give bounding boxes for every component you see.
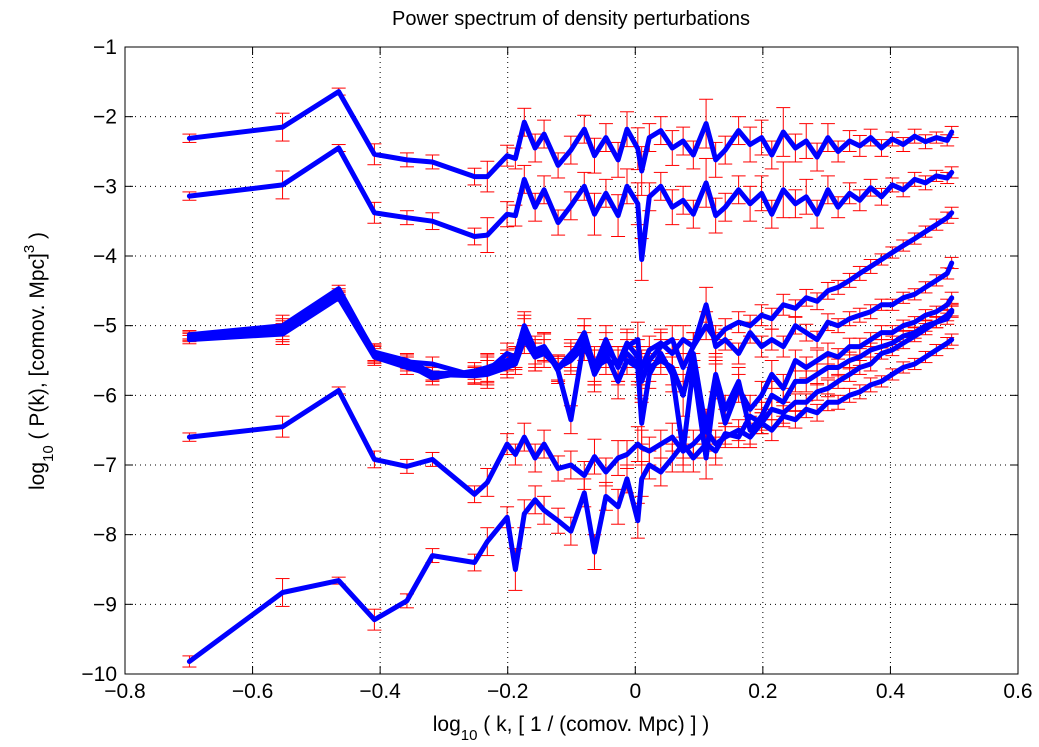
chart-title: Power spectrum of density perturbations <box>392 8 750 30</box>
y-tick-label: −9 <box>93 593 117 616</box>
x-tick-label: −0.2 <box>487 680 528 703</box>
y-tick-label: −5 <box>93 315 117 338</box>
y-tick-label: −4 <box>93 245 117 268</box>
x-tick-label: 0.6 <box>1003 680 1032 703</box>
series-line <box>186 260 955 384</box>
y-axis-label-mid: ( P(k), [comov. Mpc] <box>26 253 49 445</box>
y-tick-label: −1 <box>93 36 117 59</box>
x-tick-label: −0.4 <box>359 680 401 703</box>
y-axis-label: log10 ( P(k), [comov. Mpc]3 ) <box>21 232 57 490</box>
x-axis-label-rest: ( k, [ 1 / (comov. Mpc) ] ) <box>477 713 709 736</box>
plot-frame <box>124 46 1019 675</box>
series-line <box>186 210 955 379</box>
x-tick-label: −0.8 <box>104 680 145 703</box>
x-tick-label: 0.4 <box>876 680 906 703</box>
series-line <box>186 307 955 664</box>
series-line <box>186 295 955 433</box>
x-axis-label: log10 ( k, [ 1 / (comov. Mpc) ] ) <box>433 713 710 744</box>
y-axis-label-sub: 10 <box>40 445 57 462</box>
x-axis-label-log: log <box>433 713 461 736</box>
x-tick-label: 0.2 <box>748 680 777 703</box>
x-axis-label-sub: 10 <box>461 727 478 744</box>
plot-data <box>182 87 959 668</box>
series-line <box>186 337 955 497</box>
axis-ticks: −0.8 −0.6 −0.4 −0.2 0 0.2 0.4 0.6 −10 −9 −8 −7 −6 −5 −… <box>81 36 1032 703</box>
y-tick-label: −3 <box>93 175 117 198</box>
y-tick-label: −2 <box>93 106 117 129</box>
y-axis-label-log: log <box>26 462 49 490</box>
y-tick-label: −10 <box>81 663 117 686</box>
series-line <box>186 89 955 180</box>
y-tick-label: −8 <box>93 524 117 547</box>
y-tick-label: −7 <box>93 454 117 477</box>
x-tick-label: 0 <box>629 680 641 703</box>
y-axis-label-sup: 3 <box>21 245 38 253</box>
x-tick-label: −0.6 <box>232 680 273 703</box>
y-tick-label: −6 <box>93 384 117 407</box>
y-axis-label-rest: ) <box>26 232 49 245</box>
series-line <box>186 145 955 262</box>
